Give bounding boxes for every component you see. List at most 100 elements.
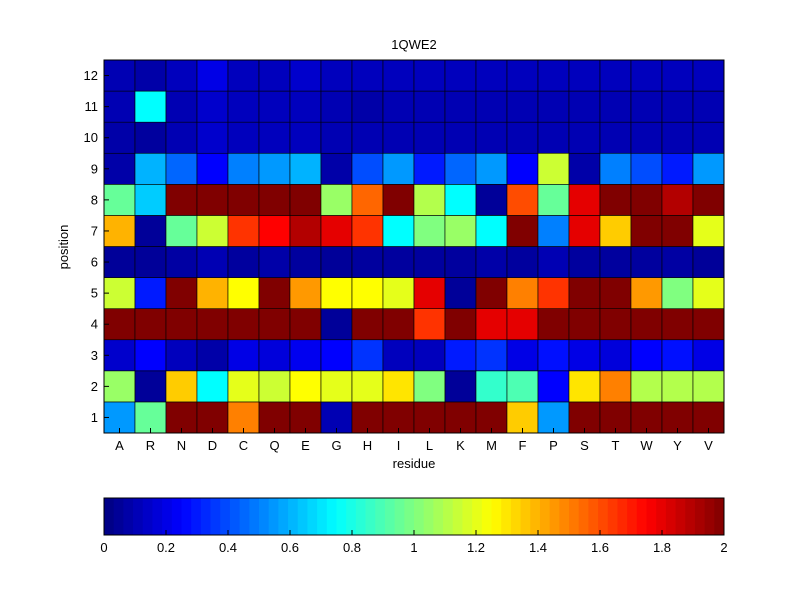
heatmap-cell — [630, 184, 663, 216]
heatmap-cell — [661, 277, 694, 309]
heatmap-cell — [630, 339, 663, 372]
y-tick-label: 7 — [91, 223, 98, 238]
heatmap-cell — [382, 370, 415, 403]
heatmap-cell — [196, 184, 229, 216]
heatmap-cell — [258, 401, 291, 434]
heatmap-cell — [568, 370, 601, 403]
colorbar-tick-label: 1.8 — [653, 540, 671, 555]
heatmap-cell — [444, 184, 477, 216]
heatmap-cell — [506, 370, 539, 403]
x-axis-label: residue — [393, 456, 436, 471]
colorbar-swatch — [288, 498, 299, 535]
heatmap-cell — [289, 339, 322, 372]
heatmap-cell — [444, 152, 477, 185]
colorbar-swatch — [549, 498, 560, 535]
colorbar-swatch — [384, 498, 396, 535]
y-tick-label: 11 — [85, 99, 99, 114]
heatmap-cell — [351, 121, 384, 154]
heatmap-cell — [537, 370, 570, 403]
x-tick-label: W — [640, 438, 653, 453]
heatmap-cell — [599, 370, 632, 403]
x-tick-label: E — [301, 438, 310, 453]
y-tick-label: 1 — [91, 410, 98, 425]
colorbar-swatch — [569, 498, 580, 535]
colorbar-swatch — [346, 498, 357, 535]
heatmap-cell — [599, 401, 632, 434]
colorbar-swatch — [133, 498, 144, 535]
heatmap-cell — [134, 59, 167, 92]
heatmap-cell — [413, 246, 446, 278]
heatmap-cell — [413, 215, 446, 247]
heatmap-cell — [444, 308, 477, 341]
heatmap-cell — [134, 246, 167, 278]
heatmap-cell — [599, 59, 632, 92]
heatmap-cell — [630, 401, 663, 434]
colorbar-swatch — [510, 498, 521, 535]
heatmap-cell — [382, 152, 415, 185]
heatmap-cell — [413, 59, 446, 92]
colorbar-swatch — [278, 498, 289, 535]
heatmap-cell — [599, 246, 632, 278]
heatmap-cell — [537, 308, 570, 341]
heatmap-cell — [568, 184, 601, 216]
heatmap-cell — [351, 246, 384, 278]
heatmap-cell — [258, 90, 291, 123]
x-tick-label: S — [580, 438, 589, 453]
heatmap-cells — [103, 59, 725, 434]
heatmap-cell — [320, 152, 353, 185]
heatmap-cell — [382, 246, 415, 278]
heatmap-cell — [382, 277, 415, 309]
heatmap-cell — [258, 152, 291, 185]
colorbar-swatch — [210, 498, 221, 535]
heatmap-cell — [444, 277, 477, 309]
heatmap-cell — [351, 90, 384, 123]
heatmap-cell — [103, 184, 136, 216]
heatmap-cell — [258, 215, 291, 247]
x-tick-label: D — [208, 438, 217, 453]
x-tick-label: Y — [673, 438, 682, 453]
heatmap-cell — [258, 370, 291, 403]
heatmap-cell — [568, 339, 601, 372]
heatmap-cell — [196, 121, 229, 154]
heatmap-cell — [165, 59, 198, 92]
heatmap-cell — [661, 90, 694, 123]
heatmap-cell — [506, 90, 539, 123]
colorbar-swatch — [355, 498, 366, 535]
colorbar-swatch — [162, 498, 173, 535]
heatmap-cell — [103, 246, 136, 278]
heatmap-cell — [382, 401, 415, 434]
heatmap-cell — [444, 401, 477, 434]
heatmap-cell — [196, 370, 229, 403]
heatmap-cell — [630, 246, 663, 278]
heatmap-cell — [351, 59, 384, 92]
heatmap-cell — [196, 59, 229, 92]
heatmap-cell — [475, 277, 508, 309]
heatmap-cell — [165, 121, 198, 154]
heatmap-cell — [134, 308, 167, 341]
heatmap-cell — [537, 246, 570, 278]
heatmap-cell — [382, 184, 415, 216]
colorbar-tick-label: 0.6 — [281, 540, 299, 555]
heatmap-cell — [444, 121, 477, 154]
colorbar-swatch — [559, 498, 570, 535]
x-tick-label: P — [549, 438, 558, 453]
x-tick-label: A — [115, 438, 124, 453]
heatmap-cell — [351, 308, 384, 341]
colorbar-swatch — [375, 498, 386, 535]
heatmap-cell — [599, 90, 632, 123]
heatmap-cell — [351, 339, 384, 372]
heatmap-cell — [661, 401, 694, 434]
heatmap-cell — [661, 184, 694, 216]
heatmap-cell — [537, 215, 570, 247]
heatmap-cell — [382, 308, 415, 341]
heatmap-cell — [227, 184, 260, 216]
heatmap-cell — [134, 90, 167, 123]
chart-title: 1QWE2 — [391, 37, 437, 52]
heatmap-cell — [506, 246, 539, 278]
y-tick-label: 6 — [91, 255, 98, 270]
heatmap-cell — [320, 370, 353, 403]
heatmap-cell — [599, 184, 632, 216]
heatmap-cell — [165, 277, 198, 309]
colorbar-swatch — [239, 498, 250, 535]
heatmap-cell — [289, 121, 322, 154]
